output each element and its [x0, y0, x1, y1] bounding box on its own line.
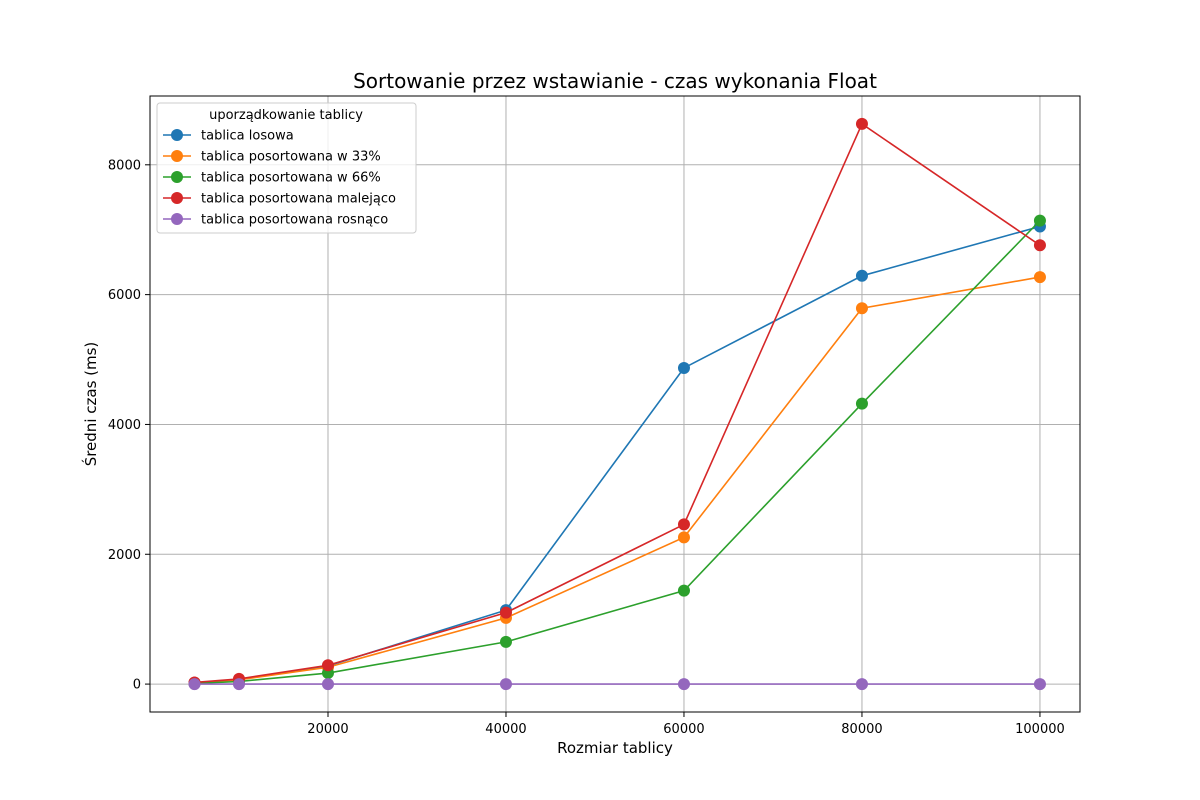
- legend-entry: tablica posortowana rosnąco: [163, 213, 388, 228]
- legend-marker: [171, 129, 183, 141]
- y-tick-label: 4000: [108, 418, 141, 433]
- x-axis-label: Rozmiar tablicy: [557, 739, 673, 757]
- series-line: [194, 276, 1041, 684]
- y-tick-label: 0: [133, 678, 141, 693]
- data-point: [499, 606, 512, 619]
- legend-label: tablica losowa: [201, 129, 294, 144]
- x-tick-label: 100000: [1015, 722, 1065, 737]
- x-tick-label: 80000: [841, 722, 882, 737]
- data-point: [1033, 678, 1046, 691]
- chart-title: Sortowanie przez wstawianie - czas wykon…: [353, 69, 877, 93]
- legend-entry: tablica posortowana malejąco: [163, 192, 396, 207]
- legend-entry: tablica losowa: [163, 129, 294, 144]
- x-tick-label: 40000: [485, 722, 526, 737]
- legend-entry: tablica posortowana w 66%: [163, 171, 381, 186]
- data-point: [232, 678, 245, 691]
- legend-title: uporządkowanie tablicy: [209, 108, 363, 123]
- series: [188, 678, 1046, 691]
- data-point: [855, 302, 868, 315]
- data-point: [321, 678, 334, 691]
- data-point: [1033, 239, 1046, 252]
- data-point: [499, 635, 512, 648]
- data-point: [677, 361, 690, 374]
- data-point: [1033, 271, 1046, 284]
- y-tick-label: 6000: [108, 288, 141, 303]
- data-point: [855, 678, 868, 691]
- series: [188, 214, 1046, 690]
- legend-label: tablica posortowana w 33%: [201, 150, 381, 165]
- data-point: [855, 397, 868, 410]
- series: [188, 220, 1046, 689]
- legend-label: tablica posortowana rosnąco: [201, 213, 388, 228]
- ticks: 20000 40000 60000 80000 100000 0 2000 4000 6000 8…: [108, 158, 1065, 737]
- y-tick-label: 8000: [108, 158, 141, 173]
- legend-marker: [171, 171, 183, 183]
- plot-frame: [149, 95, 1081, 713]
- series-layer: [188, 117, 1046, 691]
- series-line: [194, 220, 1041, 685]
- data-point: [855, 117, 868, 130]
- x-tick-label: 20000: [307, 722, 348, 737]
- series: [188, 271, 1046, 689]
- y-tick-label: 2000: [108, 548, 141, 563]
- x-tick-label: 60000: [663, 722, 704, 737]
- y-axis-label: Średni czas (ms): [81, 342, 100, 467]
- data-point: [677, 584, 690, 597]
- legend-label: tablica posortowana malejąco: [201, 192, 396, 207]
- legend-marker: [171, 192, 183, 204]
- data-point: [677, 531, 690, 544]
- data-point: [1033, 214, 1046, 227]
- legend-entry: tablica posortowana w 33%: [163, 150, 381, 165]
- legend-box: [156, 102, 417, 234]
- legend: uporządkowanie tablicy tablica losowatab…: [156, 102, 417, 234]
- data-point: [188, 678, 201, 691]
- legend-entries: tablica losowa tablica posortowana w 33% t…: [163, 129, 396, 228]
- data-point: [321, 659, 334, 672]
- data-point: [499, 678, 512, 691]
- data-point: [677, 518, 690, 531]
- legend-marker: [171, 150, 183, 162]
- data-point: [855, 269, 868, 282]
- legend-label: tablica posortowana w 66%: [201, 171, 381, 186]
- data-point: [677, 678, 690, 691]
- legend-marker: [171, 213, 183, 225]
